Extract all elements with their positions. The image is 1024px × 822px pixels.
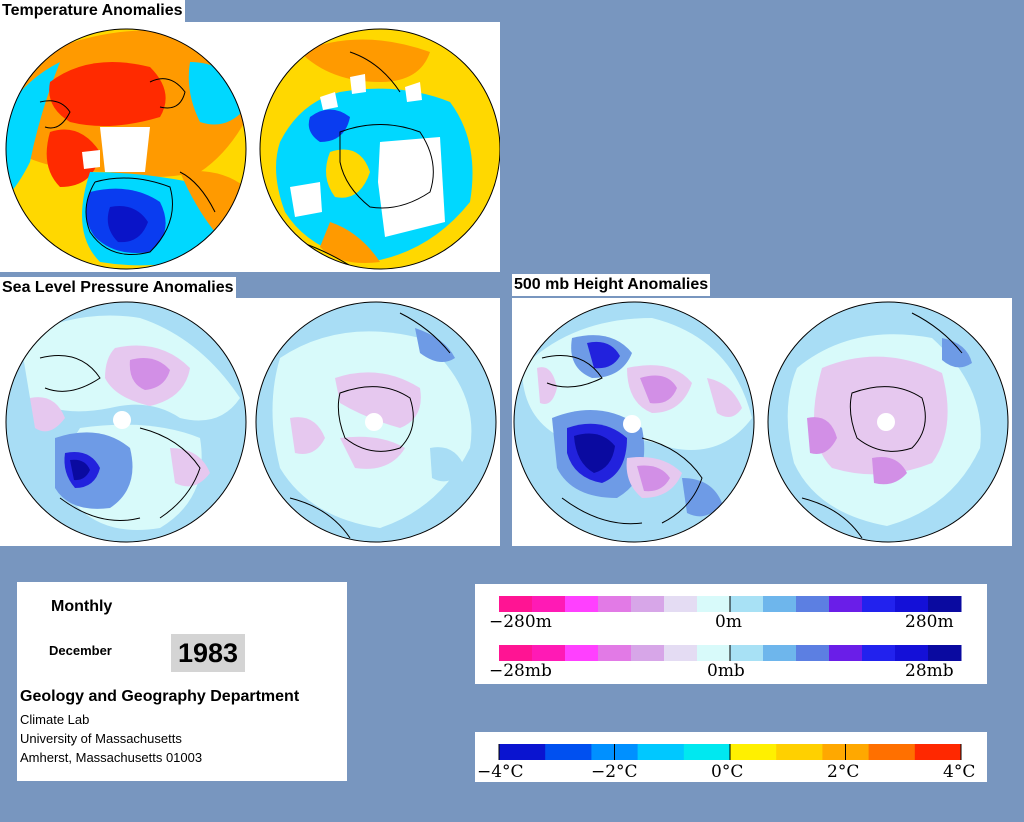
height-500mb-title: 500 mb Height Anomalies	[512, 274, 711, 296]
pressure-swatch-8	[763, 645, 797, 661]
pressure-swatch-3	[598, 645, 632, 661]
temp-swatch-5	[730, 744, 777, 760]
pressure-zero-label: 0mb	[707, 661, 745, 681]
pressure-swatch-1	[532, 645, 566, 661]
height-southern-hemisphere-map	[768, 302, 1008, 542]
height-swatch-2	[565, 596, 599, 612]
pressure-swatch-0	[499, 645, 533, 661]
height-max-label: 280m	[905, 612, 954, 632]
height-swatch-3	[598, 596, 632, 612]
temp-swatch-9	[914, 744, 962, 760]
slp-title: Sea Level Pressure Anomalies	[0, 277, 236, 299]
height-pressure-legend: −280m 0m 280m −28mb 0mb 28mb	[475, 584, 987, 684]
pressure-swatch-9	[796, 645, 830, 661]
info-box: Monthly December 1983 Geology and Geogra…	[17, 582, 347, 781]
temp-tick-label-2: 0°C	[711, 762, 744, 782]
temp-swatch-0	[499, 744, 546, 760]
department-label: Geology and Geography Department	[20, 688, 300, 705]
temp-swatch-6	[776, 744, 823, 760]
slp-maps	[5, 301, 497, 543]
temperature-panel	[0, 22, 500, 272]
lab-label: Climate Lab	[20, 712, 90, 727]
pressure-swatch-13	[928, 645, 962, 661]
pressure-max-label: 28mb	[905, 661, 954, 681]
pressure-swatch-7	[730, 645, 764, 661]
height-swatch-4	[631, 596, 665, 612]
address-label: Amherst, Massachusetts 01003	[20, 750, 203, 765]
height-swatch-10	[829, 596, 863, 612]
height-500mb-panel	[512, 298, 1012, 546]
temp-tick-label-0: −4°C	[477, 762, 524, 782]
height-zero-label: 0m	[715, 612, 742, 632]
pressure-swatch-12	[895, 645, 929, 661]
temp-swatch-8	[868, 744, 916, 760]
temp-swatch-3	[637, 744, 685, 760]
sea-level-pressure-panel	[0, 298, 500, 546]
height-swatch-11	[862, 596, 896, 612]
temperature-maps	[5, 28, 500, 270]
pressure-min-label: −28mb	[489, 661, 552, 681]
pressure-swatch-4	[631, 645, 665, 661]
height-swatch-13	[928, 596, 962, 612]
height-pressure-color-bars	[499, 596, 962, 661]
temp-northern-hemisphere-map	[6, 29, 246, 269]
height-min-label: −280m	[489, 612, 552, 632]
year-label: 1983	[171, 634, 245, 672]
height-swatch-1	[532, 596, 566, 612]
temp-tick-label-1: −2°C	[591, 762, 638, 782]
height-swatch-0	[499, 596, 533, 612]
height-swatch-9	[796, 596, 830, 612]
height-swatch-5	[664, 596, 698, 612]
temp-southern-hemisphere-map	[260, 29, 500, 269]
pressure-swatch-6	[697, 645, 731, 661]
height-maps	[513, 301, 1009, 543]
temp-swatch-1	[545, 744, 592, 760]
temp-tick-label-3: 2°C	[827, 762, 860, 782]
pressure-swatch-11	[862, 645, 896, 661]
frequency-label: Monthly	[51, 598, 113, 615]
height-swatch-12	[895, 596, 929, 612]
temperature-legend: −4°C −2°C 0°C 2°C 4°C	[475, 732, 987, 782]
pressure-swatch-10	[829, 645, 863, 661]
height-swatch-7	[730, 596, 764, 612]
height-swatch-8	[763, 596, 797, 612]
height-northern-hemisphere-map	[514, 302, 754, 542]
month-label: December	[49, 643, 112, 658]
temp-swatch-4	[683, 744, 731, 760]
pressure-swatch-2	[565, 645, 599, 661]
university-label: University of Massachusetts	[20, 731, 182, 746]
temperature-color-bar	[498, 744, 962, 760]
slp-southern-hemisphere-map	[256, 302, 496, 542]
temp-tick-label-4: 4°C	[943, 762, 976, 782]
temperature-title: Temperature Anomalies	[0, 0, 185, 22]
pressure-swatch-5	[664, 645, 698, 661]
slp-northern-hemisphere-map	[6, 302, 246, 542]
height-swatch-6	[697, 596, 731, 612]
